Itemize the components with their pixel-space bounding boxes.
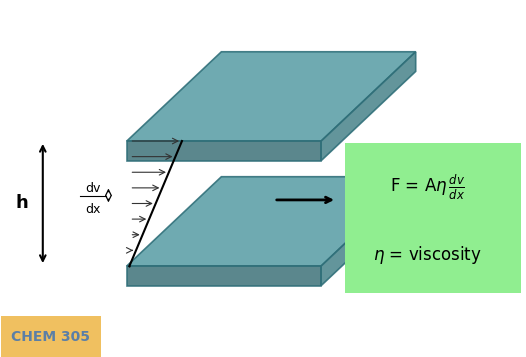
Text: dv: dv (85, 182, 100, 195)
Polygon shape (321, 177, 416, 286)
Text: CHEM 305: CHEM 305 (11, 330, 90, 345)
Polygon shape (127, 141, 321, 161)
Polygon shape (321, 52, 416, 161)
Polygon shape (127, 266, 321, 286)
Polygon shape (127, 177, 416, 266)
Text: F: F (347, 191, 360, 209)
Text: F = A$\eta\,\frac{dv}{dx}$: F = A$\eta\,\frac{dv}{dx}$ (390, 172, 465, 202)
Text: $\eta$ = viscosity: $\eta$ = viscosity (373, 244, 482, 266)
Polygon shape (127, 52, 416, 141)
FancyBboxPatch shape (1, 316, 100, 357)
FancyBboxPatch shape (345, 143, 521, 293)
Text: h: h (15, 195, 28, 212)
Text: dx: dx (85, 203, 100, 216)
